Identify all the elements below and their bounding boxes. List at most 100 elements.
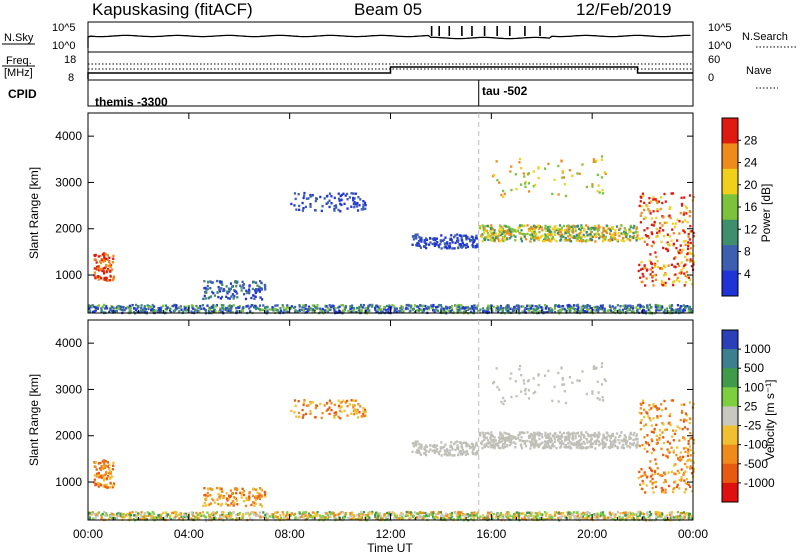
power-cell	[551, 193, 553, 195]
power-cell	[628, 308, 630, 310]
velocity-cell	[579, 380, 581, 382]
velocity-cell	[542, 447, 544, 449]
velocity-cell	[601, 383, 603, 385]
power-cell	[689, 225, 691, 227]
power-cell	[250, 297, 252, 299]
velocity-cell	[493, 381, 495, 383]
velocity-cell	[363, 511, 365, 513]
velocity-cell	[529, 447, 531, 449]
power-cell	[593, 161, 595, 163]
power-cell	[199, 305, 201, 307]
power-cell	[664, 282, 666, 284]
power-cell	[133, 307, 135, 309]
power-cell	[206, 304, 208, 306]
power-cell	[342, 193, 344, 195]
power-cell	[471, 244, 473, 246]
power-cell	[365, 204, 367, 206]
power-cell	[396, 307, 398, 309]
nsky-spike	[539, 26, 541, 36]
power-cell	[609, 232, 611, 234]
power-cell	[674, 273, 676, 275]
velocity-cell	[667, 455, 669, 457]
velocity-cell	[124, 516, 126, 518]
power-cell	[655, 256, 657, 258]
power-cell	[362, 203, 364, 205]
velocity-cell	[624, 434, 626, 436]
power-cell	[689, 215, 691, 217]
power-cell	[428, 243, 430, 245]
power-cell	[454, 304, 456, 306]
power-cell	[659, 227, 661, 229]
power-cell	[326, 195, 328, 197]
power-cell	[471, 236, 473, 238]
power-cell	[640, 196, 642, 198]
power-cell	[283, 309, 285, 311]
power-cell	[545, 236, 547, 238]
colorbar-swatch	[722, 194, 738, 220]
velocity-cell	[88, 512, 90, 514]
power-cell	[578, 228, 580, 230]
power-cell	[683, 304, 685, 306]
velocity-cell	[680, 512, 682, 514]
velocity-cell	[651, 470, 653, 472]
velocity-cell	[498, 440, 500, 442]
velocity-cell	[646, 475, 648, 477]
velocity-cell	[327, 408, 329, 410]
velocity-cell	[676, 425, 678, 427]
velocity-cell	[536, 515, 538, 517]
power-cell	[264, 284, 266, 286]
velocity-cell	[417, 449, 419, 451]
velocity-cell	[483, 444, 485, 446]
velocity-cell	[294, 399, 296, 401]
power-cell	[690, 253, 692, 255]
power-cell	[440, 234, 442, 236]
velocity-cell	[271, 513, 273, 515]
power-cell	[380, 308, 382, 310]
velocity-cell	[105, 471, 107, 473]
velocity-cell	[646, 513, 648, 515]
power-cell	[688, 233, 690, 235]
power-cell	[586, 186, 588, 188]
velocity-cell	[649, 511, 651, 513]
velocity-cell	[651, 452, 653, 454]
x-axis-label: Time UT	[367, 541, 413, 554]
velocity-cell	[305, 413, 307, 415]
velocity-cell	[652, 403, 654, 405]
velocity-cell	[533, 377, 535, 379]
power-cell	[559, 239, 561, 241]
power-cell	[690, 258, 692, 260]
velocity-cell	[207, 492, 209, 494]
velocity-cell	[643, 513, 645, 515]
velocity-cell	[226, 492, 228, 494]
velocity-cell	[419, 511, 421, 513]
power-cell	[312, 194, 314, 196]
velocity-cell	[220, 504, 222, 506]
velocity-cell	[500, 401, 502, 403]
velocity-cell	[317, 514, 319, 516]
power-cell	[629, 239, 631, 241]
velocity-cell	[680, 419, 682, 421]
velocity-cell	[643, 416, 645, 418]
power-cell	[174, 309, 176, 311]
power-cell	[114, 310, 116, 312]
velocity-cell	[656, 435, 658, 437]
colorbar-swatch	[722, 118, 738, 144]
velocity-cell	[301, 409, 303, 411]
power-cell	[675, 222, 677, 224]
power-cell	[255, 288, 257, 290]
velocity-cell	[354, 408, 356, 410]
velocity-cell	[111, 475, 113, 477]
velocity-cell	[680, 458, 682, 460]
velocity-cell	[100, 484, 102, 486]
velocity-cell	[669, 442, 671, 444]
velocity-cell	[602, 441, 604, 443]
velocity-cell	[476, 444, 478, 446]
velocity-cell	[420, 516, 422, 518]
velocity-cell	[315, 407, 317, 409]
power-cell	[649, 273, 651, 275]
power-cell	[621, 239, 623, 241]
velocity-cell	[499, 447, 501, 449]
power-cell	[505, 307, 507, 309]
velocity-cell	[671, 515, 673, 517]
power-cell	[595, 235, 597, 237]
